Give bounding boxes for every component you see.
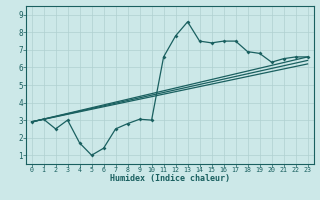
X-axis label: Humidex (Indice chaleur): Humidex (Indice chaleur) [109,174,230,183]
